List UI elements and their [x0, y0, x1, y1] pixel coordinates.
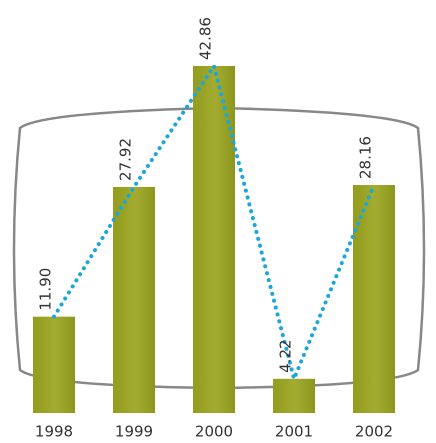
bar-shade: [113, 186, 155, 413]
x-tick-label: 1998: [35, 423, 73, 441]
value-label: 42.86: [197, 17, 215, 60]
x-tick-label: 1999: [115, 423, 153, 441]
bar-shade: [273, 378, 315, 413]
x-tick-label: 2001: [275, 423, 313, 441]
value-label: 4.22: [277, 339, 295, 372]
bar-shade: [353, 185, 395, 413]
x-tick-label: 2002: [355, 423, 393, 441]
x-tick-label: 2000: [195, 423, 233, 441]
value-label: 28.16: [357, 136, 375, 179]
bar-shade: [33, 316, 75, 413]
trend-line: [52, 61, 376, 386]
value-label: 27.92: [117, 138, 135, 181]
bar-shade: [193, 66, 235, 413]
value-label: 11.90: [37, 268, 55, 311]
